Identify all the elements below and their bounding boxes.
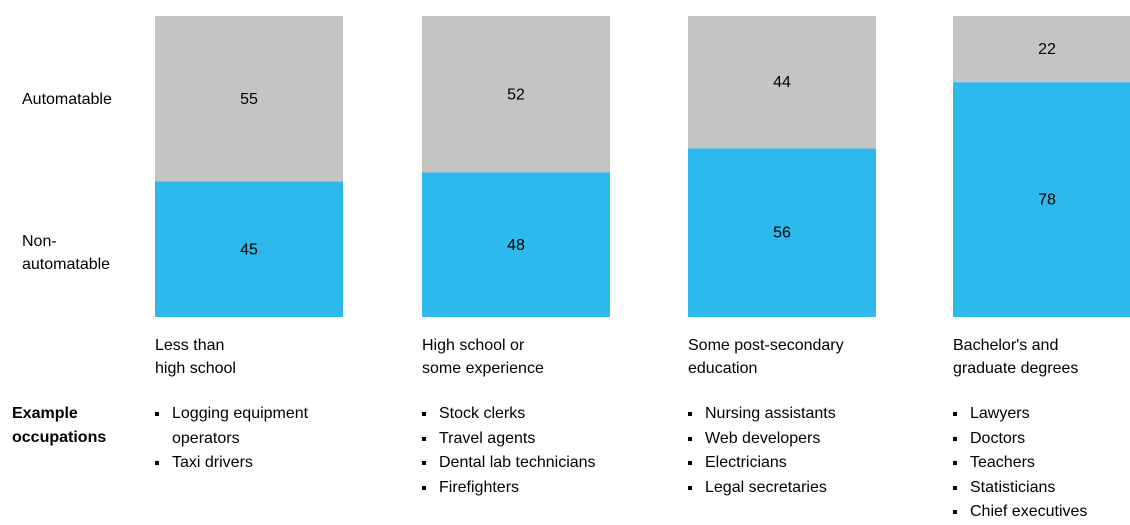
bar-non-automatable-1 bbox=[422, 172, 610, 317]
bar-automatable-2 bbox=[688, 16, 876, 149]
category-label-3: Bachelor's and graduate degrees bbox=[953, 337, 1079, 377]
data-label-automatable-3: 22 bbox=[1038, 41, 1056, 58]
bar-non-automatable-0 bbox=[155, 181, 343, 317]
occupation-item: Stock clerks bbox=[420, 402, 670, 427]
bar-non-automatable-3 bbox=[953, 82, 1130, 317]
data-label-automatable-2: 44 bbox=[773, 74, 791, 91]
row-label-automatable: Automatable bbox=[22, 91, 112, 108]
occupation-item: Electricians bbox=[686, 451, 936, 476]
occupation-item: Legal secretaries bbox=[686, 476, 936, 501]
example-occupations-title: Example occupations bbox=[12, 405, 107, 446]
occupation-item: Firefighters bbox=[420, 476, 670, 501]
stacked-bar-chart: 55 45 52 48 44 56 22 78 bbox=[155, 16, 1130, 317]
bar-automatable-0 bbox=[155, 16, 343, 182]
bar-automatable-1 bbox=[422, 16, 610, 173]
occupation-item: Chief executives bbox=[951, 500, 1130, 525]
occupation-item: Doctors bbox=[951, 427, 1130, 452]
row-label-non-automatable: Non- automatable bbox=[22, 233, 111, 273]
occupation-list-1: Stock clerks Travel agents Dental lab tech… bbox=[420, 402, 670, 500]
occupation-item: Dental lab technicians bbox=[420, 451, 670, 476]
data-label-non-automatable-3: 78 bbox=[1038, 192, 1056, 209]
data-label-non-automatable-2: 56 bbox=[773, 225, 791, 242]
occupation-list-3: Lawyers Doctors Teachers Statisticians Chief… bbox=[951, 402, 1130, 525]
category-label-0: Less than high school bbox=[155, 337, 236, 377]
category-label-1: High school or some experience bbox=[422, 337, 544, 377]
data-label-non-automatable-0: 45 bbox=[240, 241, 258, 258]
occupation-item: Web developers bbox=[686, 427, 936, 452]
occupation-item: Lawyers bbox=[951, 402, 1130, 427]
bar-non-automatable-2 bbox=[688, 148, 876, 317]
occupation-item: Taxi drivers bbox=[153, 451, 403, 476]
data-label-non-automatable-1: 48 bbox=[507, 237, 525, 254]
occupation-item: Travel agents bbox=[420, 427, 670, 452]
data-label-automatable-1: 52 bbox=[507, 86, 525, 103]
category-label-2: Some post-secondary education bbox=[688, 337, 844, 377]
occupation-item: Teachers bbox=[951, 451, 1130, 476]
bar-automatable-3 bbox=[953, 16, 1130, 83]
occupation-list-2: Nursing assistants Web developers Electric… bbox=[686, 402, 936, 500]
occupation-list-0: Logging equipment operators Taxi drivers bbox=[153, 402, 403, 476]
occupation-item: Nursing assistants bbox=[686, 402, 936, 427]
occupation-item: Logging equipment operators bbox=[153, 402, 403, 451]
occupation-item: Statisticians bbox=[951, 476, 1130, 501]
data-label-automatable-0: 55 bbox=[240, 91, 258, 108]
